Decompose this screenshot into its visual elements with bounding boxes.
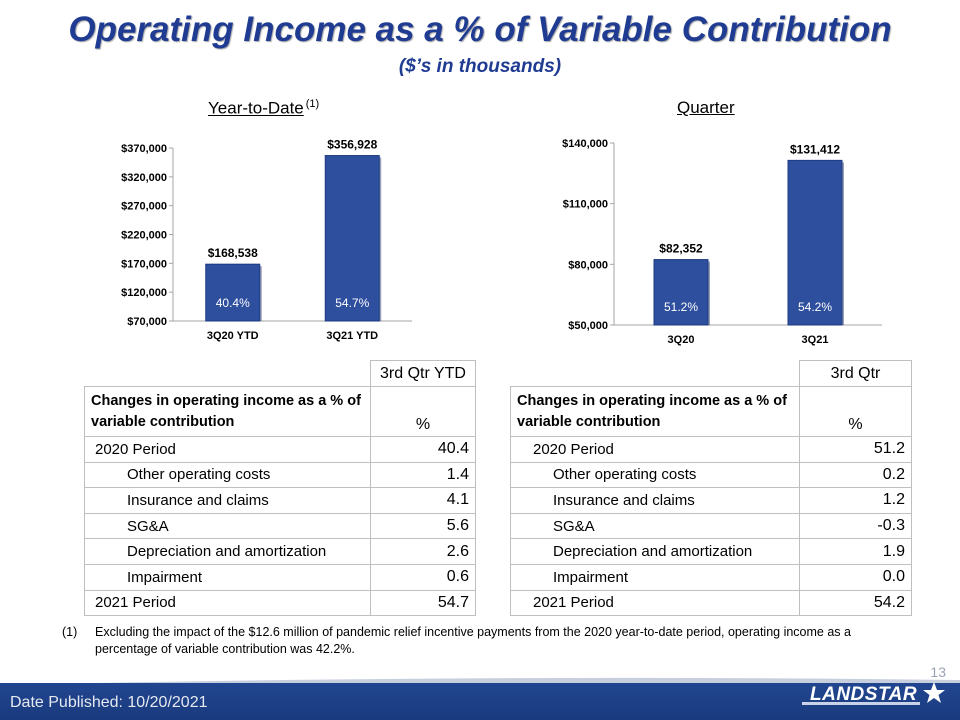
table-row: Impairment 0.0 bbox=[510, 563, 912, 591]
table-header-row: 3rd Qtr bbox=[510, 360, 912, 387]
table-unit: % bbox=[370, 386, 476, 437]
table-description: Changes in operating income as a % of va… bbox=[510, 386, 800, 437]
row-value: 2.6 bbox=[370, 538, 476, 565]
table-row: 2021 Period 54.2 bbox=[510, 589, 912, 617]
page-title: Operating Income as a % of Variable Cont… bbox=[68, 10, 892, 49]
row-label: 2020 Period bbox=[84, 436, 371, 463]
bar-percent-label: 54.2% bbox=[798, 300, 832, 314]
y-tick-label: $270,000 bbox=[121, 201, 167, 213]
bar bbox=[653, 259, 709, 326]
table-header-row: 3rd Qtr YTD bbox=[84, 360, 476, 387]
column-header: 3rd Qtr YTD bbox=[370, 360, 476, 387]
y-tick-label: $120,000 bbox=[121, 287, 167, 299]
row-label: Insurance and claims bbox=[510, 487, 800, 514]
x-category-label: 3Q21 YTD bbox=[326, 330, 378, 342]
ytd-bar-chart: $70,000 $120,000 $170,000 $220,000 $270,000 $… bbox=[121, 138, 412, 342]
row-label: SG&A bbox=[84, 512, 371, 540]
row-label: Impairment bbox=[84, 563, 371, 591]
row-value: 40.4 bbox=[370, 436, 476, 463]
footnote-mark: (1) bbox=[62, 625, 78, 639]
quarter-changes-table: 3rd Qtr Changes in operating income as a… bbox=[510, 360, 912, 617]
row-value: 5.6 bbox=[370, 512, 476, 540]
x-category-label: 3Q20 bbox=[668, 334, 695, 346]
table-row: 2020 Period 51.2 bbox=[510, 436, 912, 463]
y-tick-label: $50,000 bbox=[568, 320, 608, 332]
bar-percent-label: 54.7% bbox=[335, 296, 369, 310]
bar-value-label: $356,928 bbox=[327, 138, 377, 152]
header-blank-cell bbox=[84, 360, 371, 387]
column-header: 3rd Qtr bbox=[799, 360, 912, 387]
row-value: 1.9 bbox=[799, 538, 912, 565]
landstar-logo: LANDSTAR bbox=[802, 682, 945, 705]
row-label: Depreciation and amortization bbox=[510, 538, 800, 565]
table-row: Depreciation and amortization 1.9 bbox=[510, 538, 912, 565]
table-row: Other operating costs 0.2 bbox=[510, 461, 912, 489]
row-label: 2020 Period bbox=[510, 436, 800, 463]
row-value: -0.3 bbox=[799, 512, 912, 540]
row-label: Other operating costs bbox=[84, 461, 371, 489]
date-published: Date Published: 10/20/2021 bbox=[10, 694, 208, 711]
row-label: SG&A bbox=[510, 512, 800, 540]
star-icon bbox=[923, 682, 945, 703]
table-unit: % bbox=[799, 386, 912, 437]
bar-percent-label: 40.4% bbox=[216, 296, 250, 310]
row-label: Impairment bbox=[510, 563, 800, 591]
y-tick-label: $220,000 bbox=[121, 230, 167, 242]
bar-percent-label: 51.2% bbox=[664, 300, 698, 314]
row-value: 4.1 bbox=[370, 487, 476, 514]
header-blank-cell bbox=[510, 360, 800, 387]
row-value: 54.2 bbox=[799, 589, 912, 617]
quarter-chart-heading: Quarter bbox=[677, 98, 735, 117]
table-description: Changes in operating income as a % of va… bbox=[84, 386, 371, 437]
page-number: 13 bbox=[930, 664, 946, 680]
ytd-changes-table: 3rd Qtr YTD Changes in operating income … bbox=[84, 360, 476, 617]
bar-value-label: $82,352 bbox=[659, 242, 703, 256]
y-tick-label: $110,000 bbox=[563, 199, 608, 211]
row-value: 51.2 bbox=[799, 436, 912, 463]
y-tick-label: $140,000 bbox=[562, 138, 608, 150]
table-row: SG&A 5.6 bbox=[84, 512, 476, 540]
row-label: 2021 Period bbox=[84, 589, 371, 617]
y-tick-label: $80,000 bbox=[568, 259, 608, 271]
row-value: 0.6 bbox=[370, 563, 476, 591]
bar bbox=[324, 155, 380, 322]
row-value: 0.2 bbox=[799, 461, 912, 489]
row-label: Other operating costs bbox=[510, 461, 800, 489]
ytd-footnote-marker: (1) bbox=[305, 98, 320, 110]
footnote-text: Excluding the impact of the $12.6 millio… bbox=[95, 625, 851, 656]
table-row: Insurance and claims 1.2 bbox=[510, 487, 912, 514]
row-label: 2021 Period bbox=[510, 589, 800, 617]
table-description-row: Changes in operating income as a % of va… bbox=[510, 386, 912, 437]
bar-value-label: $168,538 bbox=[208, 246, 258, 260]
row-value: 0.0 bbox=[799, 563, 912, 591]
bar bbox=[787, 159, 843, 326]
x-category-label: 3Q20 YTD bbox=[207, 330, 259, 342]
ytd-chart-heading-text: Year-to-Date bbox=[208, 98, 304, 118]
row-label: Depreciation and amortization bbox=[84, 538, 371, 565]
table-row: Other operating costs 1.4 bbox=[84, 461, 476, 489]
y-tick-label: $370,000 bbox=[121, 143, 167, 155]
landstar-logo-text: LANDSTAR bbox=[810, 684, 917, 705]
table-description-row: Changes in operating income as a % of va… bbox=[84, 386, 476, 437]
footer-bar bbox=[0, 683, 960, 720]
y-tick-label: $170,000 bbox=[121, 258, 167, 270]
row-value: 1.2 bbox=[799, 487, 912, 514]
table-row: Insurance and claims 4.1 bbox=[84, 487, 476, 514]
row-value: 54.7 bbox=[370, 589, 476, 617]
y-tick-label: $70,000 bbox=[127, 316, 167, 328]
row-label: Insurance and claims bbox=[84, 487, 371, 514]
table-row: Depreciation and amortization 2.6 bbox=[84, 538, 476, 565]
x-category-label: 3Q21 bbox=[802, 334, 829, 346]
y-tick-label: $320,000 bbox=[121, 172, 167, 184]
quarter-bar-chart: $50,000 $80,000 $110,000 $140,000 $82,352 51.… bbox=[562, 138, 882, 346]
table-row: Impairment 0.6 bbox=[84, 563, 476, 591]
ytd-chart-heading: Year-to-Date (1) bbox=[208, 98, 319, 119]
bar bbox=[205, 263, 261, 322]
table-row: 2020 Period 40.4 bbox=[84, 436, 476, 463]
bar-value-label: $131,412 bbox=[790, 142, 840, 156]
table-row: SG&A -0.3 bbox=[510, 512, 912, 540]
table-row: 2021 Period 54.7 bbox=[84, 589, 476, 617]
page-subtitle: ($’s in thousands) bbox=[398, 56, 562, 77]
row-value: 1.4 bbox=[370, 461, 476, 489]
